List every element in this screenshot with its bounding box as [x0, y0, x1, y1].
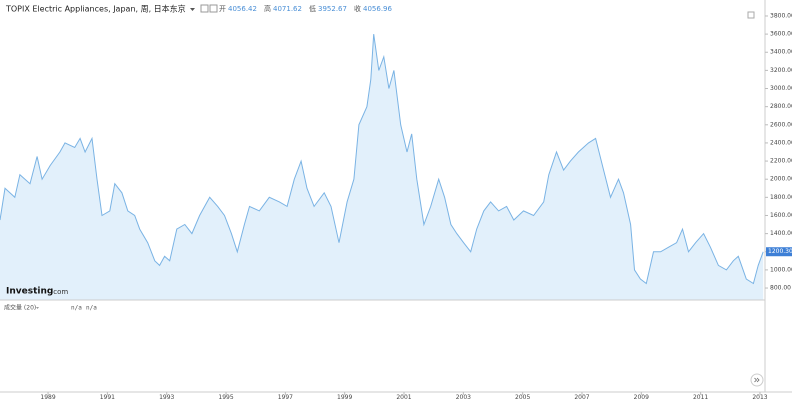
y-tick-label: 2000.00	[770, 176, 792, 183]
volume-label: 成交量 (20)	[4, 304, 36, 312]
x-tick-label: 1991	[100, 394, 115, 401]
ohlc-value: 4056.96	[363, 5, 392, 13]
plot-area	[0, 34, 764, 300]
y-tick-label: 3800.00	[770, 12, 792, 19]
x-tick-label: 2011	[693, 394, 708, 401]
icon[interactable]	[209, 4, 218, 13]
x-tick-label: 1993	[159, 394, 174, 401]
chart-title: TOPIX Electric Appliances, Japan, 周, 日本东…	[5, 4, 186, 14]
volume-dropdown[interactable]	[36, 307, 39, 309]
ohlc-label: 开	[219, 5, 226, 13]
ohlc-label: 收	[354, 4, 361, 13]
area-fill	[0, 34, 764, 300]
y-tick-label: 2200.00	[770, 158, 792, 165]
x-tick-label: 2005	[515, 394, 530, 401]
price-line	[0, 34, 764, 285]
ohlc-value: 4056.42	[228, 5, 257, 13]
title-dropdown[interactable]	[190, 8, 195, 11]
last-price-badge	[766, 247, 792, 257]
logo-brand: Investing	[6, 287, 53, 297]
settings-icon[interactable]	[747, 11, 755, 19]
logo-suffix: .com	[51, 288, 68, 296]
y-tick-label: 1600.00	[770, 212, 792, 219]
x-tick-label: 1997	[278, 394, 293, 401]
icon[interactable]	[200, 4, 209, 13]
volume-value: n/a	[71, 305, 82, 312]
ohlc-value: 3952.67	[318, 5, 347, 13]
scroll-icon	[754, 377, 760, 383]
ohlc-label: 高	[264, 4, 271, 13]
x-tick-label: 1995	[218, 394, 233, 401]
y-tick-label: 2800.00	[770, 103, 792, 110]
y-tick-label: 3400.00	[770, 49, 792, 56]
y-tick-label: 2400.00	[770, 139, 792, 146]
last-price-label: 1200.30	[768, 248, 792, 255]
y-tick-label: 1000.00	[770, 266, 792, 273]
x-tick-label: 2013	[752, 394, 767, 401]
x-tick-label: 2001	[396, 394, 411, 401]
y-tick-label: 3200.00	[770, 67, 792, 74]
y-tick-label: 2600.00	[770, 121, 792, 128]
x-tick-label: 2009	[634, 394, 649, 401]
volume-value: n/a	[86, 305, 97, 312]
y-tick-label: 800.00	[770, 285, 791, 292]
y-tick-label: 3600.00	[770, 31, 792, 38]
ohlc-legend: 开 4056.42 高 4071.62 低 3952.67 收 4056.96	[219, 4, 392, 13]
x-tick-label: 1999	[337, 394, 352, 401]
y-tick-label: 1400.00	[770, 230, 792, 237]
ohlc-value: 4071.62	[273, 5, 302, 13]
x-tick-label: 1989	[40, 394, 55, 401]
x-tick-label: 2007	[574, 394, 589, 401]
ohlc-label: 低	[309, 4, 316, 13]
y-tick-label: 3000.00	[770, 85, 792, 92]
x-tick-label: 2003	[456, 394, 471, 401]
y-tick-label: 1800.00	[770, 194, 792, 201]
